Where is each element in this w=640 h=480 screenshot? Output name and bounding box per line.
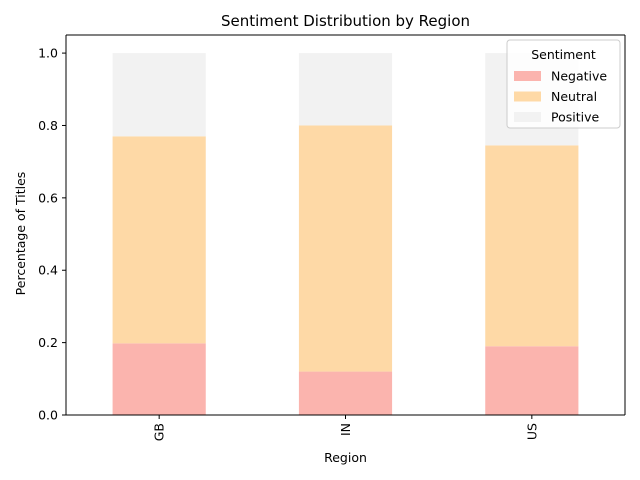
y-tick-label: 0.4: [38, 263, 58, 278]
y-tick-label: 1.0: [38, 46, 58, 61]
bar-positive-in: [298, 53, 393, 126]
bar-negative-in: [298, 371, 393, 415]
legend-label-negative: Negative: [551, 69, 607, 84]
legend-items: Negative Neutral Positive: [514, 69, 607, 125]
y-axis-label: Percentage of Titles: [13, 172, 28, 296]
bar-neutral-in: [298, 125, 393, 372]
y-tick-label: 0.0: [38, 408, 58, 423]
x-tick-label: US: [524, 423, 539, 440]
y-tick-label: 0.2: [38, 335, 58, 350]
bars-group: [112, 53, 579, 415]
chart-title: Sentiment Distribution by Region: [221, 12, 470, 30]
legend-swatch-negative: [514, 71, 541, 81]
x-tick-label: IN: [338, 423, 353, 436]
bar-negative-us: [485, 346, 579, 415]
bar-negative-gb: [112, 343, 206, 415]
legend-title: Sentiment: [531, 47, 596, 62]
y-tick-label: 0.8: [38, 118, 58, 133]
legend-label-positive: Positive: [551, 110, 599, 125]
legend-label-neutral: Neutral: [551, 89, 597, 104]
x-axis-label: Region: [324, 450, 367, 465]
bar-neutral-gb: [112, 136, 206, 344]
legend-frame: [506, 39, 621, 129]
bar-positive-gb: [112, 53, 206, 137]
legend-swatch-positive: [514, 112, 541, 122]
legend: Sentiment Negative Neutral Positive: [506, 39, 621, 129]
axes-group: 0.0 0.2 0.4 0.6 0.8 1.0 GB IN US: [38, 34, 626, 441]
y-tick-label: 0.6: [38, 190, 58, 205]
legend-swatch-neutral: [514, 91, 541, 102]
x-tick-label: GB: [152, 423, 167, 441]
bar-neutral-us: [485, 145, 579, 347]
